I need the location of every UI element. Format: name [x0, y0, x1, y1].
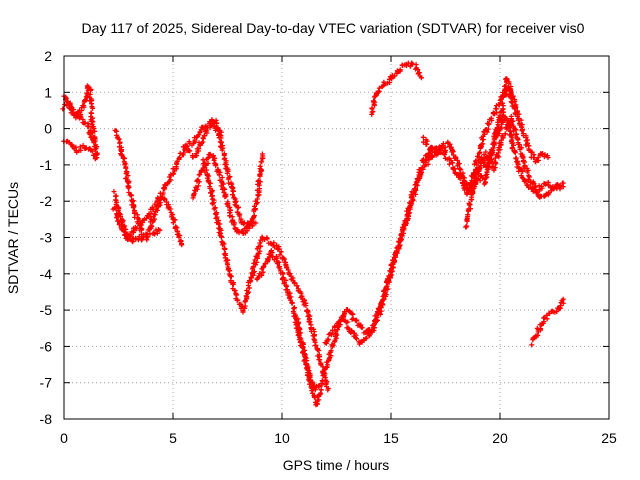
y-tick-label: 0 — [44, 121, 52, 137]
series-track-8 — [190, 151, 259, 236]
y-tick-labels: 2 1 0 -1 -2 -3 -4 -5 -6 -7 -8 — [40, 48, 53, 427]
y-axis-label: SDTVAR / TECUs — [5, 182, 21, 294]
series-track-11 — [291, 144, 444, 393]
plus-markers — [112, 127, 185, 248]
series-track-17 — [468, 76, 519, 198]
series-track-13 — [369, 60, 424, 117]
plus-markers — [190, 151, 259, 236]
x-tick-label: 10 — [274, 430, 290, 446]
series-track-7 — [180, 117, 266, 232]
x-axis-label: GPS time / hours — [283, 457, 390, 473]
series-track-4 — [112, 127, 185, 248]
y-tick-label: 1 — [44, 84, 52, 100]
series-track-9 — [200, 157, 331, 393]
y-tick-label: -1 — [40, 157, 53, 173]
y-tick-label: 2 — [44, 48, 52, 64]
axis-ticks — [63, 55, 610, 420]
x-tick-label: 20 — [492, 430, 508, 446]
series-track-12 — [322, 144, 448, 347]
series-track-18 — [529, 296, 566, 348]
y-tick-label: -2 — [40, 193, 53, 209]
plus-markers — [180, 117, 266, 232]
y-tick-label: -8 — [40, 411, 53, 427]
plus-markers — [291, 144, 444, 393]
plus-markers — [468, 76, 519, 198]
x-tick-label: 0 — [60, 430, 68, 446]
data-marks — [60, 60, 566, 408]
x-tick-label: 5 — [169, 430, 177, 446]
y-tick-label: -3 — [40, 230, 53, 246]
x-tick-labels: 0 5 10 15 20 25 — [60, 430, 617, 446]
plus-markers — [200, 157, 331, 393]
plus-markers — [322, 144, 448, 347]
x-tick-label: 25 — [601, 430, 617, 446]
chart-title: Day 117 of 2025, Sidereal Day-to-day VTE… — [82, 20, 585, 36]
plus-markers — [369, 60, 424, 117]
y-tick-label: -5 — [40, 302, 53, 318]
plus-markers — [529, 296, 566, 348]
x-tick-label: 15 — [383, 430, 399, 446]
y-tick-label: -6 — [40, 338, 53, 354]
y-tick-label: -4 — [40, 266, 53, 282]
y-tick-label: -7 — [40, 375, 53, 391]
